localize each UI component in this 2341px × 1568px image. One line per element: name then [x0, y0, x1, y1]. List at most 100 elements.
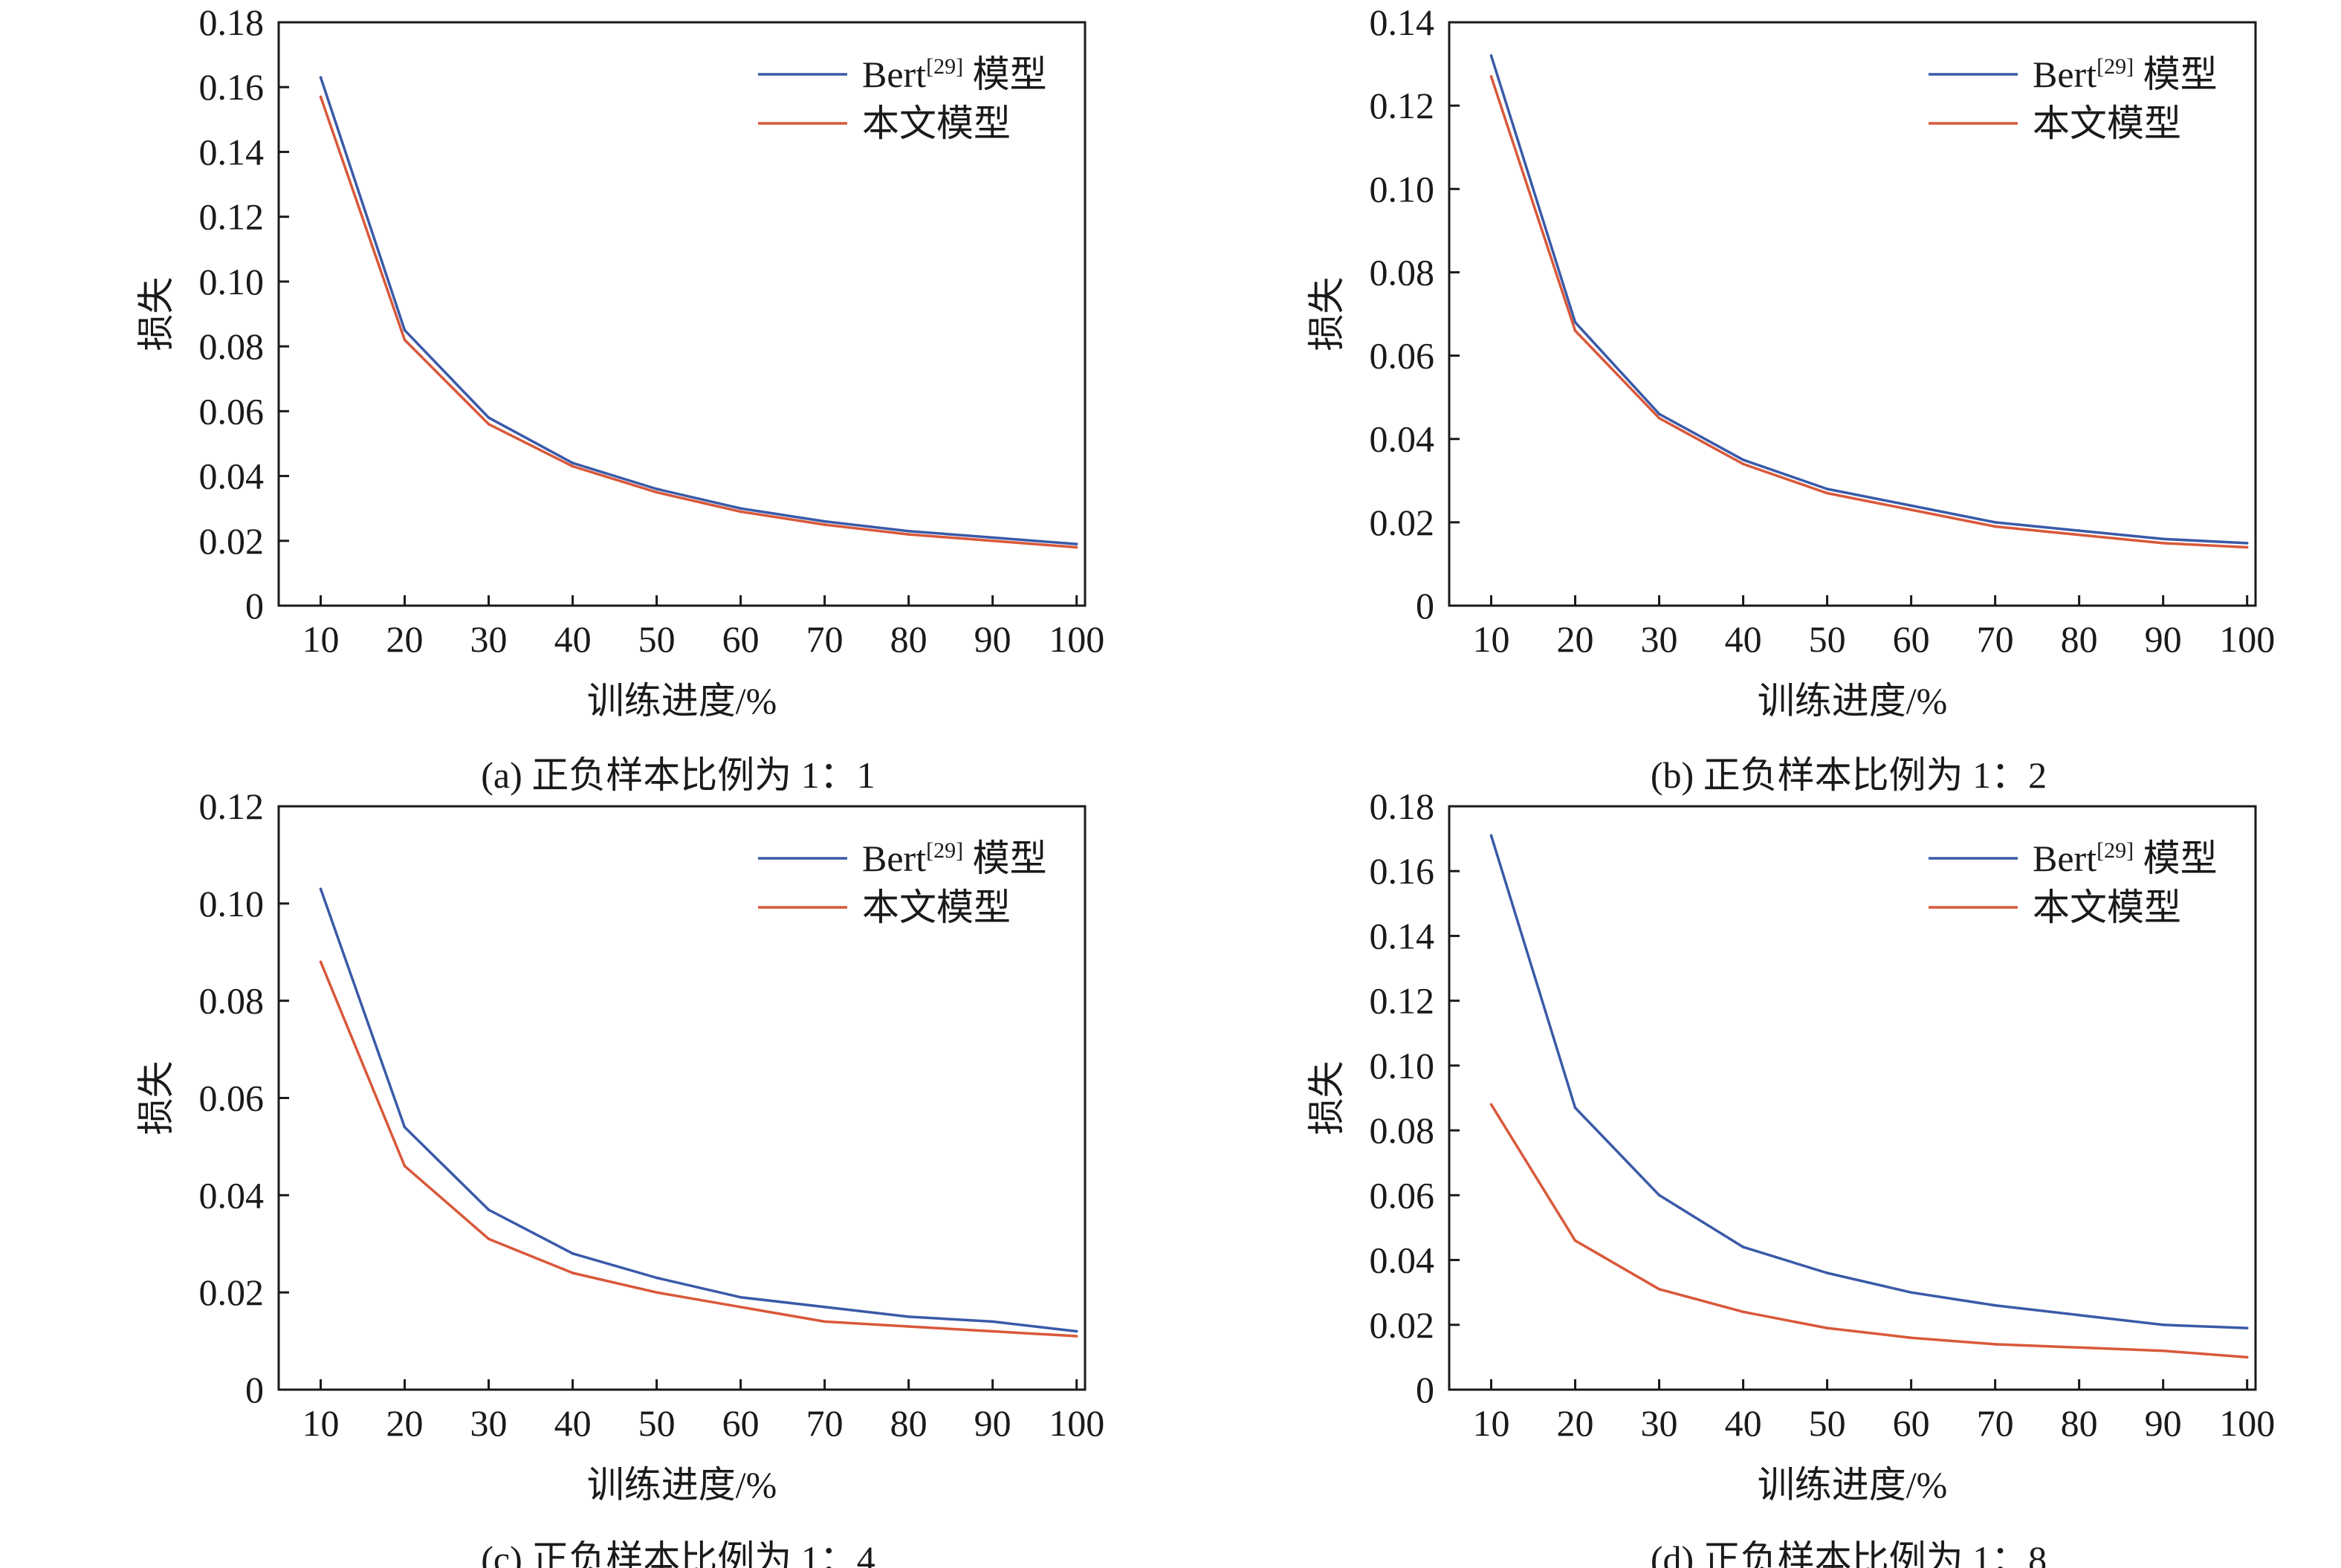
x-tick-label: 20 [386, 618, 424, 660]
x-tick-label: 20 [1557, 618, 1594, 660]
legend-label: Bert[29] 模型 [2033, 838, 2218, 879]
legend-label-name: 本文模型 [862, 887, 1011, 928]
data-point-series-1 [1741, 462, 1745, 466]
legend-label-name: Bert [862, 838, 926, 879]
chart-svg-c: 0 0.02 0.04 0.06 0.08 0.10 0.12 10 20 30 40 50 60 70 8… [135, 785, 1104, 1568]
y-tick-label: 0.10 [199, 261, 265, 302]
y-tick-label: 0.04 [1370, 418, 1435, 460]
y-axis-label: 损失 [135, 1061, 177, 1135]
x-tick-label: 50 [638, 618, 676, 660]
x-tick-label: 100 [1049, 1402, 1104, 1444]
legend-label-name: 本文模型 [2033, 887, 2181, 928]
data-point-series-1 [1573, 1239, 1577, 1243]
x-tick-label: 70 [806, 618, 844, 660]
plot-frame [1448, 805, 2257, 1391]
data-point-series-0 [1657, 1193, 1661, 1197]
y-tick-label: 0 [1416, 1369, 1434, 1410]
x-tick-label: 50 [1809, 1402, 1846, 1444]
data-point-series-1 [991, 1329, 994, 1333]
data-point-series-0 [1075, 1329, 1078, 1333]
data-point-series-1 [2077, 1346, 2081, 1350]
data-point-series-1 [1489, 1103, 1493, 1107]
legend-label-superscript: [29] [926, 54, 963, 79]
data-point-series-0 [823, 519, 826, 523]
data-point-series-1 [991, 539, 994, 542]
data-point-series-0 [1909, 504, 1913, 508]
y-tick-label: 0.16 [199, 66, 265, 108]
y-tick-label: 0.18 [199, 1, 265, 43]
data-point-series-0 [1489, 54, 1493, 57]
y-tick-label: 0.04 [1370, 1240, 1435, 1281]
legend-label: 本文模型 [862, 103, 1011, 144]
y-tick-label: 0.04 [199, 1174, 265, 1216]
panel-caption: (a) 正负样本比例为 1：1 [481, 754, 875, 796]
data-point-series-0 [1993, 1303, 1997, 1307]
data-point-series-1 [487, 1237, 490, 1241]
chart-svg-a: 0 0.02 0.04 0.06 0.08 0.10 0.12 0.14 0.16 0.18 10 2… [135, 1, 1104, 796]
y-tick-label: 0.12 [199, 785, 265, 827]
legend-label: 本文模型 [2033, 103, 2181, 144]
x-tick-label: 30 [1641, 1402, 1678, 1444]
legend-label: Bert[29] 模型 [862, 838, 1047, 879]
data-point-series-1 [487, 422, 490, 426]
y-tick-label: 0.08 [199, 325, 265, 367]
legend-label-suffix: 模型 [963, 838, 1047, 879]
data-point-series-1 [571, 1271, 574, 1274]
panel-caption: (d) 正负样本比例为 1：8 [1651, 1538, 2047, 1568]
x-tick-label: 90 [974, 618, 1011, 660]
data-point-series-0 [1741, 458, 1745, 461]
data-point-series-0 [2077, 1313, 2081, 1317]
panel-caption: (b) 正负样本比例为 1：2 [1651, 754, 2047, 796]
x-axis-label: 训练进度/% [1758, 680, 1948, 722]
y-tick-label: 0.10 [1370, 1045, 1435, 1086]
x-tick-label: 30 [1641, 618, 1678, 660]
data-point-series-0 [1657, 412, 1661, 415]
series-line-0 [1489, 55, 2247, 545]
data-point-series-0 [907, 1315, 910, 1318]
data-point-series-0 [991, 536, 994, 540]
data-point-series-1 [1075, 1335, 1078, 1338]
x-axis-label: 训练进度/% [587, 1464, 777, 1506]
legend-label: Bert[29] 模型 [862, 54, 1047, 95]
x-tick-label: 50 [1809, 618, 1846, 660]
legend-label-superscript: [29] [2096, 54, 2134, 79]
data-point-series-1 [319, 960, 323, 964]
data-point-series-1 [655, 490, 658, 494]
chart-panel-c: 0 0.02 0.04 0.06 0.08 0.10 0.12 10 20 30 40 50 60 70 8… [0, 784, 1170, 1568]
series-line-1 [319, 961, 1077, 1338]
x-tick-label: 10 [1473, 1402, 1510, 1444]
legend-label-name: Bert [862, 54, 926, 95]
data-point-series-1 [655, 1291, 658, 1294]
data-point-series-1 [907, 1325, 910, 1328]
data-point-series-0 [1741, 1245, 1745, 1248]
data-point-series-0 [907, 529, 910, 533]
x-tick-label: 80 [2061, 618, 2098, 660]
data-point-series-1 [907, 533, 910, 536]
data-point-series-1 [1573, 329, 1577, 332]
x-tick-label: 90 [974, 1402, 1011, 1444]
data-point-series-1 [403, 1164, 407, 1167]
x-tick-label: 90 [2145, 618, 2182, 660]
y-axis-label: 损失 [135, 277, 177, 351]
data-point-series-0 [739, 1295, 742, 1299]
data-point-series-1 [1489, 75, 1493, 78]
x-tick-label: 30 [470, 1402, 508, 1444]
data-point-series-1 [1657, 416, 1661, 420]
data-point-series-1 [1993, 525, 1997, 528]
y-tick-label: 0.02 [1370, 1304, 1435, 1346]
data-point-series-1 [739, 1305, 742, 1309]
y-tick-label: 0.14 [1370, 915, 1435, 956]
data-point-series-1 [1657, 1288, 1661, 1291]
y-tick-label: 0.02 [199, 520, 265, 562]
x-tick-label: 40 [554, 618, 592, 660]
x-tick-label: 30 [470, 618, 508, 660]
x-tick-label: 100 [2219, 1402, 2275, 1444]
x-tick-label: 40 [554, 1402, 592, 1444]
data-point-series-1 [739, 510, 742, 514]
x-tick-label: 40 [1725, 618, 1762, 660]
x-tick-label: 10 [302, 618, 340, 660]
data-point-series-0 [1825, 487, 1829, 490]
series-line-0 [319, 77, 1077, 545]
plot-frame [277, 21, 1087, 607]
